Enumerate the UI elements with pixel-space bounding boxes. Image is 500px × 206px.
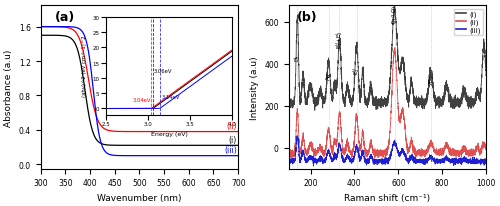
Text: E$_2^H$: E$_2^H$: [352, 67, 362, 75]
Text: (a): (a): [54, 11, 74, 24]
Y-axis label: Intensity (a.u): Intensity (a.u): [250, 56, 258, 119]
Text: E$_1$(LO): E$_1$(LO): [390, 5, 399, 24]
Text: E$_2^H$+E$_2^L$: E$_2^H$+E$_2^L$: [334, 30, 345, 49]
Text: E$_2^L$: E$_2^L$: [292, 54, 302, 61]
Text: 2Bg: 2Bg: [428, 74, 434, 84]
Y-axis label: Absorbance (a.u): Absorbance (a.u): [4, 49, 13, 126]
Text: (b): (b): [296, 11, 317, 24]
Text: (ii): (ii): [226, 121, 236, 130]
Text: Ag: Ag: [326, 73, 331, 80]
Text: (i): (i): [228, 135, 236, 144]
X-axis label: Raman shift (cm⁻¹): Raman shift (cm⁻¹): [344, 193, 430, 202]
Legend: (i), (ii), (iii): (i), (ii), (iii): [454, 9, 482, 36]
X-axis label: Wavenumber (nm): Wavenumber (nm): [97, 193, 182, 202]
Text: (iii): (iii): [224, 145, 236, 154]
